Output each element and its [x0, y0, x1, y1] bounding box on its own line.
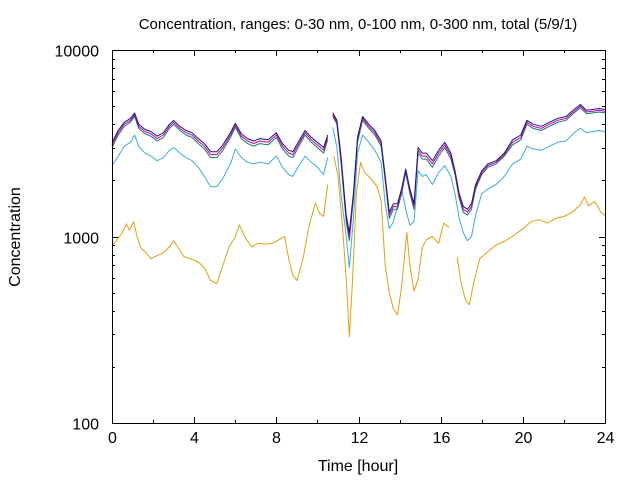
- x-axis-label: Time [hour]: [318, 458, 398, 475]
- x-tick-label: 12: [351, 430, 369, 447]
- y-tick-label: 100: [72, 417, 99, 434]
- y-tick-label: 1000: [63, 231, 99, 248]
- x-tick-label: 16: [433, 430, 451, 447]
- series-line-2: [111, 127, 606, 269]
- series-line-5: [111, 104, 606, 233]
- plot-area: [111, 50, 606, 424]
- x-tick-label: 20: [515, 430, 533, 447]
- x-axis: 0 4 8 12 16 20 24: [108, 50, 615, 447]
- y-tick-label: 10000: [55, 44, 100, 61]
- x-tick-label: 8: [272, 430, 281, 447]
- y-axis: 100 1000 10000: [55, 44, 605, 434]
- series-line-1: [111, 156, 606, 338]
- x-tick-label: 24: [597, 430, 615, 447]
- x-tick-label: 4: [190, 430, 199, 447]
- plot-frame: [112, 50, 606, 424]
- series-line-4: [111, 105, 606, 237]
- y-axis-label: Concentration: [7, 187, 24, 287]
- chart-title: Concentration, ranges: 0-30 nm, 0-100 nm…: [139, 16, 578, 33]
- series-layer: [111, 104, 606, 338]
- series-line-3: [111, 107, 606, 242]
- x-tick-label: 0: [108, 430, 117, 447]
